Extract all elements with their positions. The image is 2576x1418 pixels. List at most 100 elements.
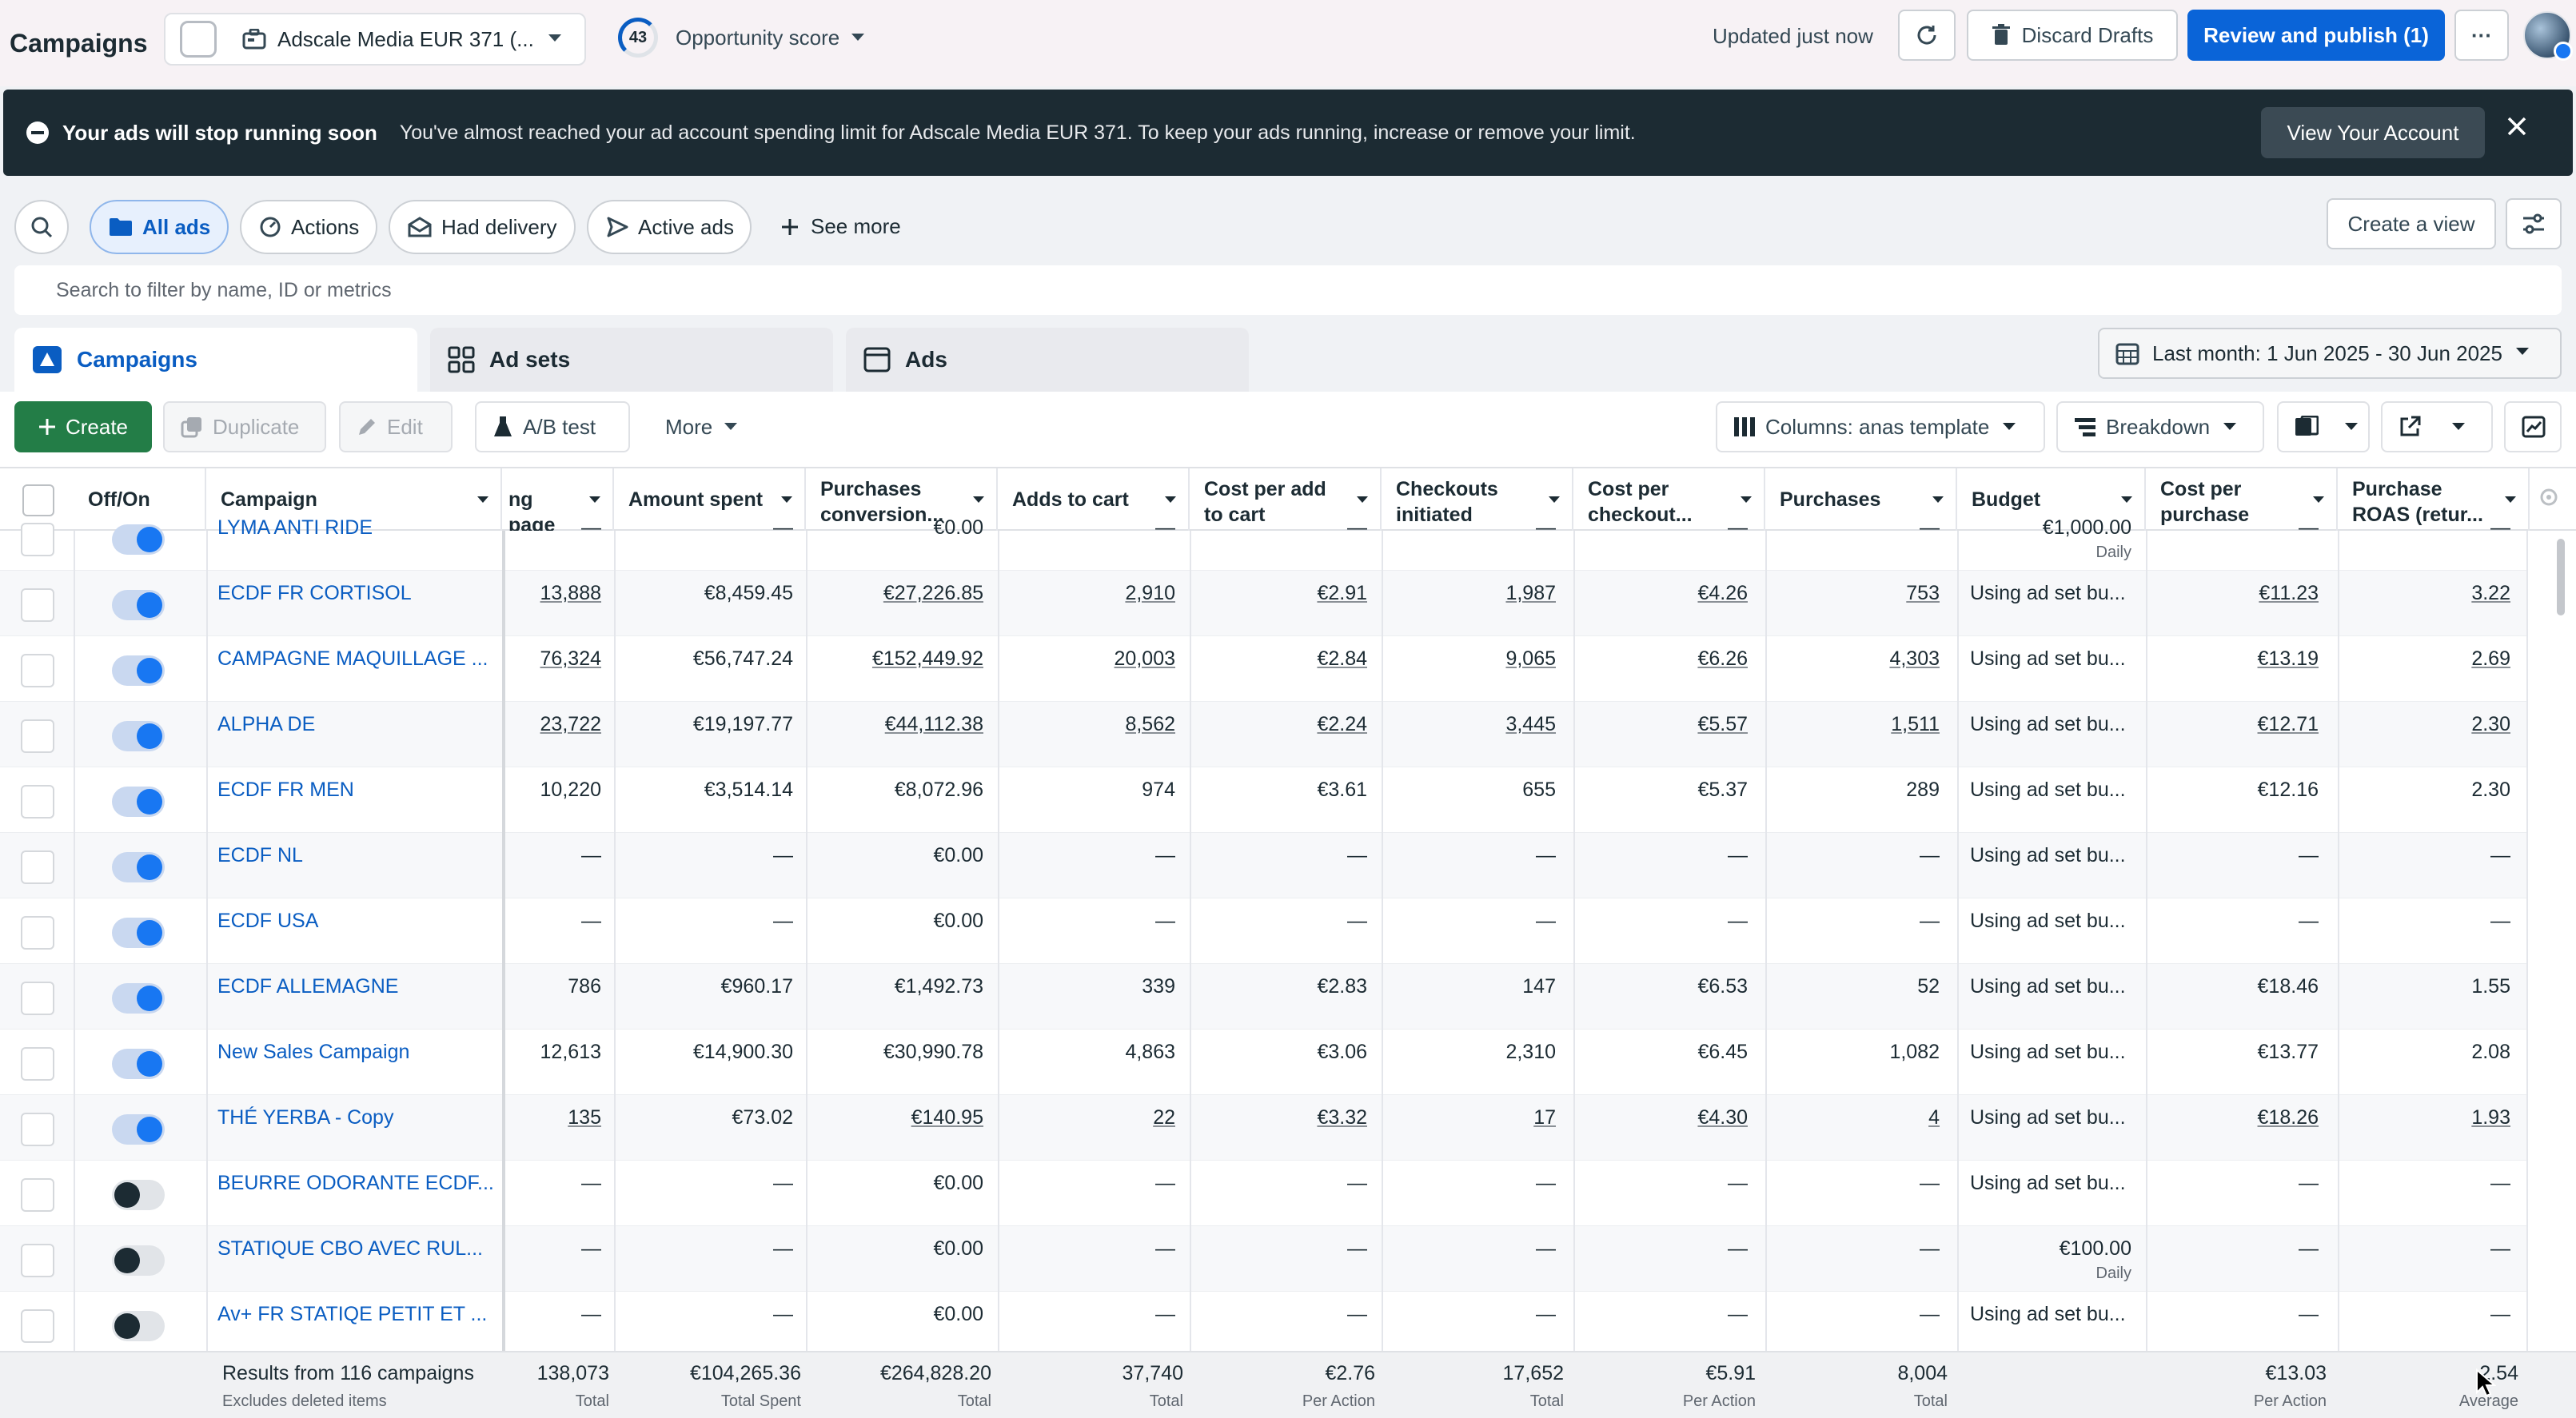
- reports-button[interactable]: [2277, 401, 2370, 452]
- col-header-cpp[interactable]: Cost per purchase: [2146, 468, 2338, 531]
- campaign-name-link[interactable]: ECDF FR MEN: [217, 779, 354, 801]
- charts-button[interactable]: [2504, 401, 2562, 452]
- campaign-toggle[interactable]: [112, 524, 165, 555]
- campaign-name-link[interactable]: New Sales Campaign: [217, 1041, 410, 1063]
- see-more-button[interactable]: See more: [780, 214, 901, 239]
- row-checkbox[interactable]: [21, 1113, 54, 1146]
- export-button[interactable]: [2381, 401, 2493, 452]
- discard-drafts-button[interactable]: Discard Drafts: [1967, 10, 2178, 61]
- campaign-toggle[interactable]: [112, 1049, 165, 1079]
- table-row[interactable]: ECDF ALLEMAGNE 786 €960.17 €1,492.73 339 €2.8…: [0, 964, 2526, 1030]
- avatar[interactable]: [2523, 11, 2573, 61]
- date-range-picker[interactable]: Last month: 1 Jun 2025 - 30 Jun 2025: [2098, 328, 2562, 379]
- select-all-checkbox[interactable]: [22, 484, 54, 516]
- campaign-name-link[interactable]: ECDF NL: [217, 844, 303, 866]
- col-header-cpatc[interactable]: Cost per add to cart: [1190, 468, 1382, 531]
- tab-ads[interactable]: Ads: [846, 328, 1249, 392]
- row-checkbox[interactable]: [21, 1309, 54, 1343]
- row-checkbox[interactable]: [21, 588, 54, 622]
- table-row[interactable]: ECDF FR CORTISOL 13,888 €8,459.45 €27,226.8…: [0, 571, 2526, 636]
- col-header-offon[interactable]: Off/On: [74, 468, 206, 531]
- row-checkbox[interactable]: [21, 719, 54, 753]
- campaign-name-link[interactable]: ALPHA DE: [217, 713, 316, 735]
- edit-button[interactable]: Edit: [339, 401, 453, 452]
- filter-settings-button[interactable]: [2506, 198, 2562, 249]
- tab-campaigns[interactable]: Campaigns: [14, 328, 417, 392]
- row-checkbox[interactable]: [21, 1178, 54, 1212]
- campaign-toggle[interactable]: [112, 655, 165, 686]
- campaign-toggle[interactable]: [112, 918, 165, 948]
- chip-all-ads[interactable]: All ads: [90, 200, 229, 254]
- duplicate-button[interactable]: Duplicate: [163, 401, 326, 452]
- more-actions-button[interactable]: More: [644, 401, 758, 452]
- table-row[interactable]: THÉ YERBA - Copy 135 €73.02 €140.95 22 €3.32 1…: [0, 1095, 2526, 1161]
- campaign-name-link[interactable]: LYMA ANTI RIDE: [217, 516, 373, 539]
- campaign-name-link[interactable]: ECDF ALLEMAGNE: [217, 975, 399, 998]
- table-row[interactable]: CAMPAGNE MAQUILLAGE ... 76,324 €56,747.24 €…: [0, 636, 2526, 702]
- campaign-toggle[interactable]: [112, 721, 165, 751]
- opportunity-score[interactable]: 43 Opportunity score: [618, 18, 865, 58]
- table-row[interactable]: STATIQUE CBO AVEC RUL... — — €0.00 — — — — — — — €1…: [0, 1226, 2526, 1292]
- campaign-toggle[interactable]: [112, 852, 165, 882]
- campaign-name-link[interactable]: THÉ YERBA - Copy: [217, 1106, 394, 1129]
- refresh-button[interactable]: [1898, 10, 1956, 61]
- vertical-scrollbar[interactable]: [2557, 539, 2565, 615]
- row-checkbox[interactable]: [21, 785, 54, 819]
- account-checkbox[interactable]: [180, 21, 217, 58]
- campaign-toggle[interactable]: [112, 1311, 165, 1341]
- breakdown-button[interactable]: Breakdown: [2056, 401, 2264, 452]
- campaign-name-link[interactable]: CAMPAGNE MAQUILLAGE ...: [217, 647, 488, 670]
- table-row[interactable]: Av+ FR STATIQE PETIT ET ... — — €0.00 — — — — — —…: [0, 1292, 2526, 1357]
- row-checkbox[interactable]: [21, 850, 54, 884]
- columns-button[interactable]: Columns: anas template: [1716, 401, 2045, 452]
- campaign-toggle[interactable]: [112, 787, 165, 817]
- create-button[interactable]: Create: [14, 401, 152, 452]
- create-view-button[interactable]: Create a view: [2327, 198, 2496, 249]
- chip-active-ads[interactable]: Active ads: [587, 200, 752, 254]
- ab-test-button[interactable]: A/B test: [475, 401, 630, 452]
- col-header-roas[interactable]: Purchase ROAS (retur...: [2338, 468, 2530, 531]
- tab-ad-sets[interactable]: Ad sets: [430, 328, 833, 392]
- campaign-toggle[interactable]: [112, 1180, 165, 1210]
- campaign-name-link[interactable]: BEURRE ODORANTE ECDF...: [217, 1172, 494, 1194]
- col-header-cpc[interactable]: Cost per checkout...: [1573, 468, 1765, 531]
- campaign-toggle[interactable]: [112, 590, 165, 620]
- column-settings-icon[interactable]: [2539, 488, 2558, 507]
- col-header-atc[interactable]: Adds to cart: [998, 468, 1190, 531]
- campaign-name-link[interactable]: ECDF FR CORTISOL: [217, 582, 412, 604]
- chip-actions[interactable]: Actions: [240, 200, 377, 254]
- campaign-toggle[interactable]: [112, 983, 165, 1014]
- row-checkbox[interactable]: [21, 1047, 54, 1081]
- table-row[interactable]: ECDF FR MEN 10,220 €3,514.14 €8,072.96 974 €3…: [0, 767, 2526, 833]
- campaign-name-link[interactable]: ECDF USA: [217, 910, 319, 932]
- row-checkbox[interactable]: [21, 523, 54, 556]
- table-row[interactable]: ALPHA DE 23,722 €19,197.77 €44,112.38 8,562 €…: [0, 702, 2526, 767]
- search-button[interactable]: [14, 200, 69, 254]
- review-publish-button[interactable]: Review and publish (1): [2187, 10, 2445, 61]
- table-row[interactable]: ECDF USA — — €0.00 — — — — — — — Using ad set bu...: [0, 898, 2526, 964]
- row-checkbox[interactable]: [21, 916, 54, 950]
- table-row[interactable]: LYMA ANTI RIDE — — €0.00 — — — — — — — €1,000.00 Dai…: [0, 505, 2526, 571]
- row-checkbox[interactable]: [21, 982, 54, 1015]
- more-options-button[interactable]: ···: [2454, 10, 2509, 61]
- table-row[interactable]: New Sales Campaign 12,613 €14,900.30 €30,99…: [0, 1030, 2526, 1095]
- row-checkbox[interactable]: [21, 1244, 54, 1277]
- view-account-button[interactable]: View Your Account: [2261, 107, 2485, 158]
- table-row[interactable]: ECDF NL — — €0.00 — — — — — — — Using ad set bu...: [0, 833, 2526, 898]
- campaign-toggle[interactable]: [112, 1245, 165, 1276]
- col-header-purchases[interactable]: Purchases: [1765, 468, 1957, 531]
- row-checkbox[interactable]: [21, 654, 54, 687]
- campaign-name-link[interactable]: STATIQUE CBO AVEC RUL...: [217, 1237, 484, 1260]
- chip-had-delivery[interactable]: Had delivery: [389, 200, 576, 254]
- search-input[interactable]: [14, 265, 2562, 315]
- col-header-landing[interactable]: ng page: [505, 468, 614, 531]
- campaign-toggle[interactable]: [112, 1114, 165, 1145]
- account-selector[interactable]: Adscale Media EUR 371 (...: [164, 13, 586, 66]
- col-header-pcv[interactable]: Purchases conversion...: [806, 468, 998, 531]
- col-header-amount[interactable]: Amount spent: [614, 468, 806, 531]
- table-row[interactable]: BEURRE ODORANTE ECDF... — — €0.00 — — — — — — — Usi…: [0, 1161, 2526, 1226]
- col-header-campaign[interactable]: Campaign: [206, 468, 502, 531]
- campaign-name-link[interactable]: Av+ FR STATIQE PETIT ET ...: [217, 1303, 488, 1325]
- col-header-checkouts[interactable]: Checkouts initiated: [1382, 468, 1573, 531]
- col-header-budget[interactable]: Budget: [1957, 468, 2146, 531]
